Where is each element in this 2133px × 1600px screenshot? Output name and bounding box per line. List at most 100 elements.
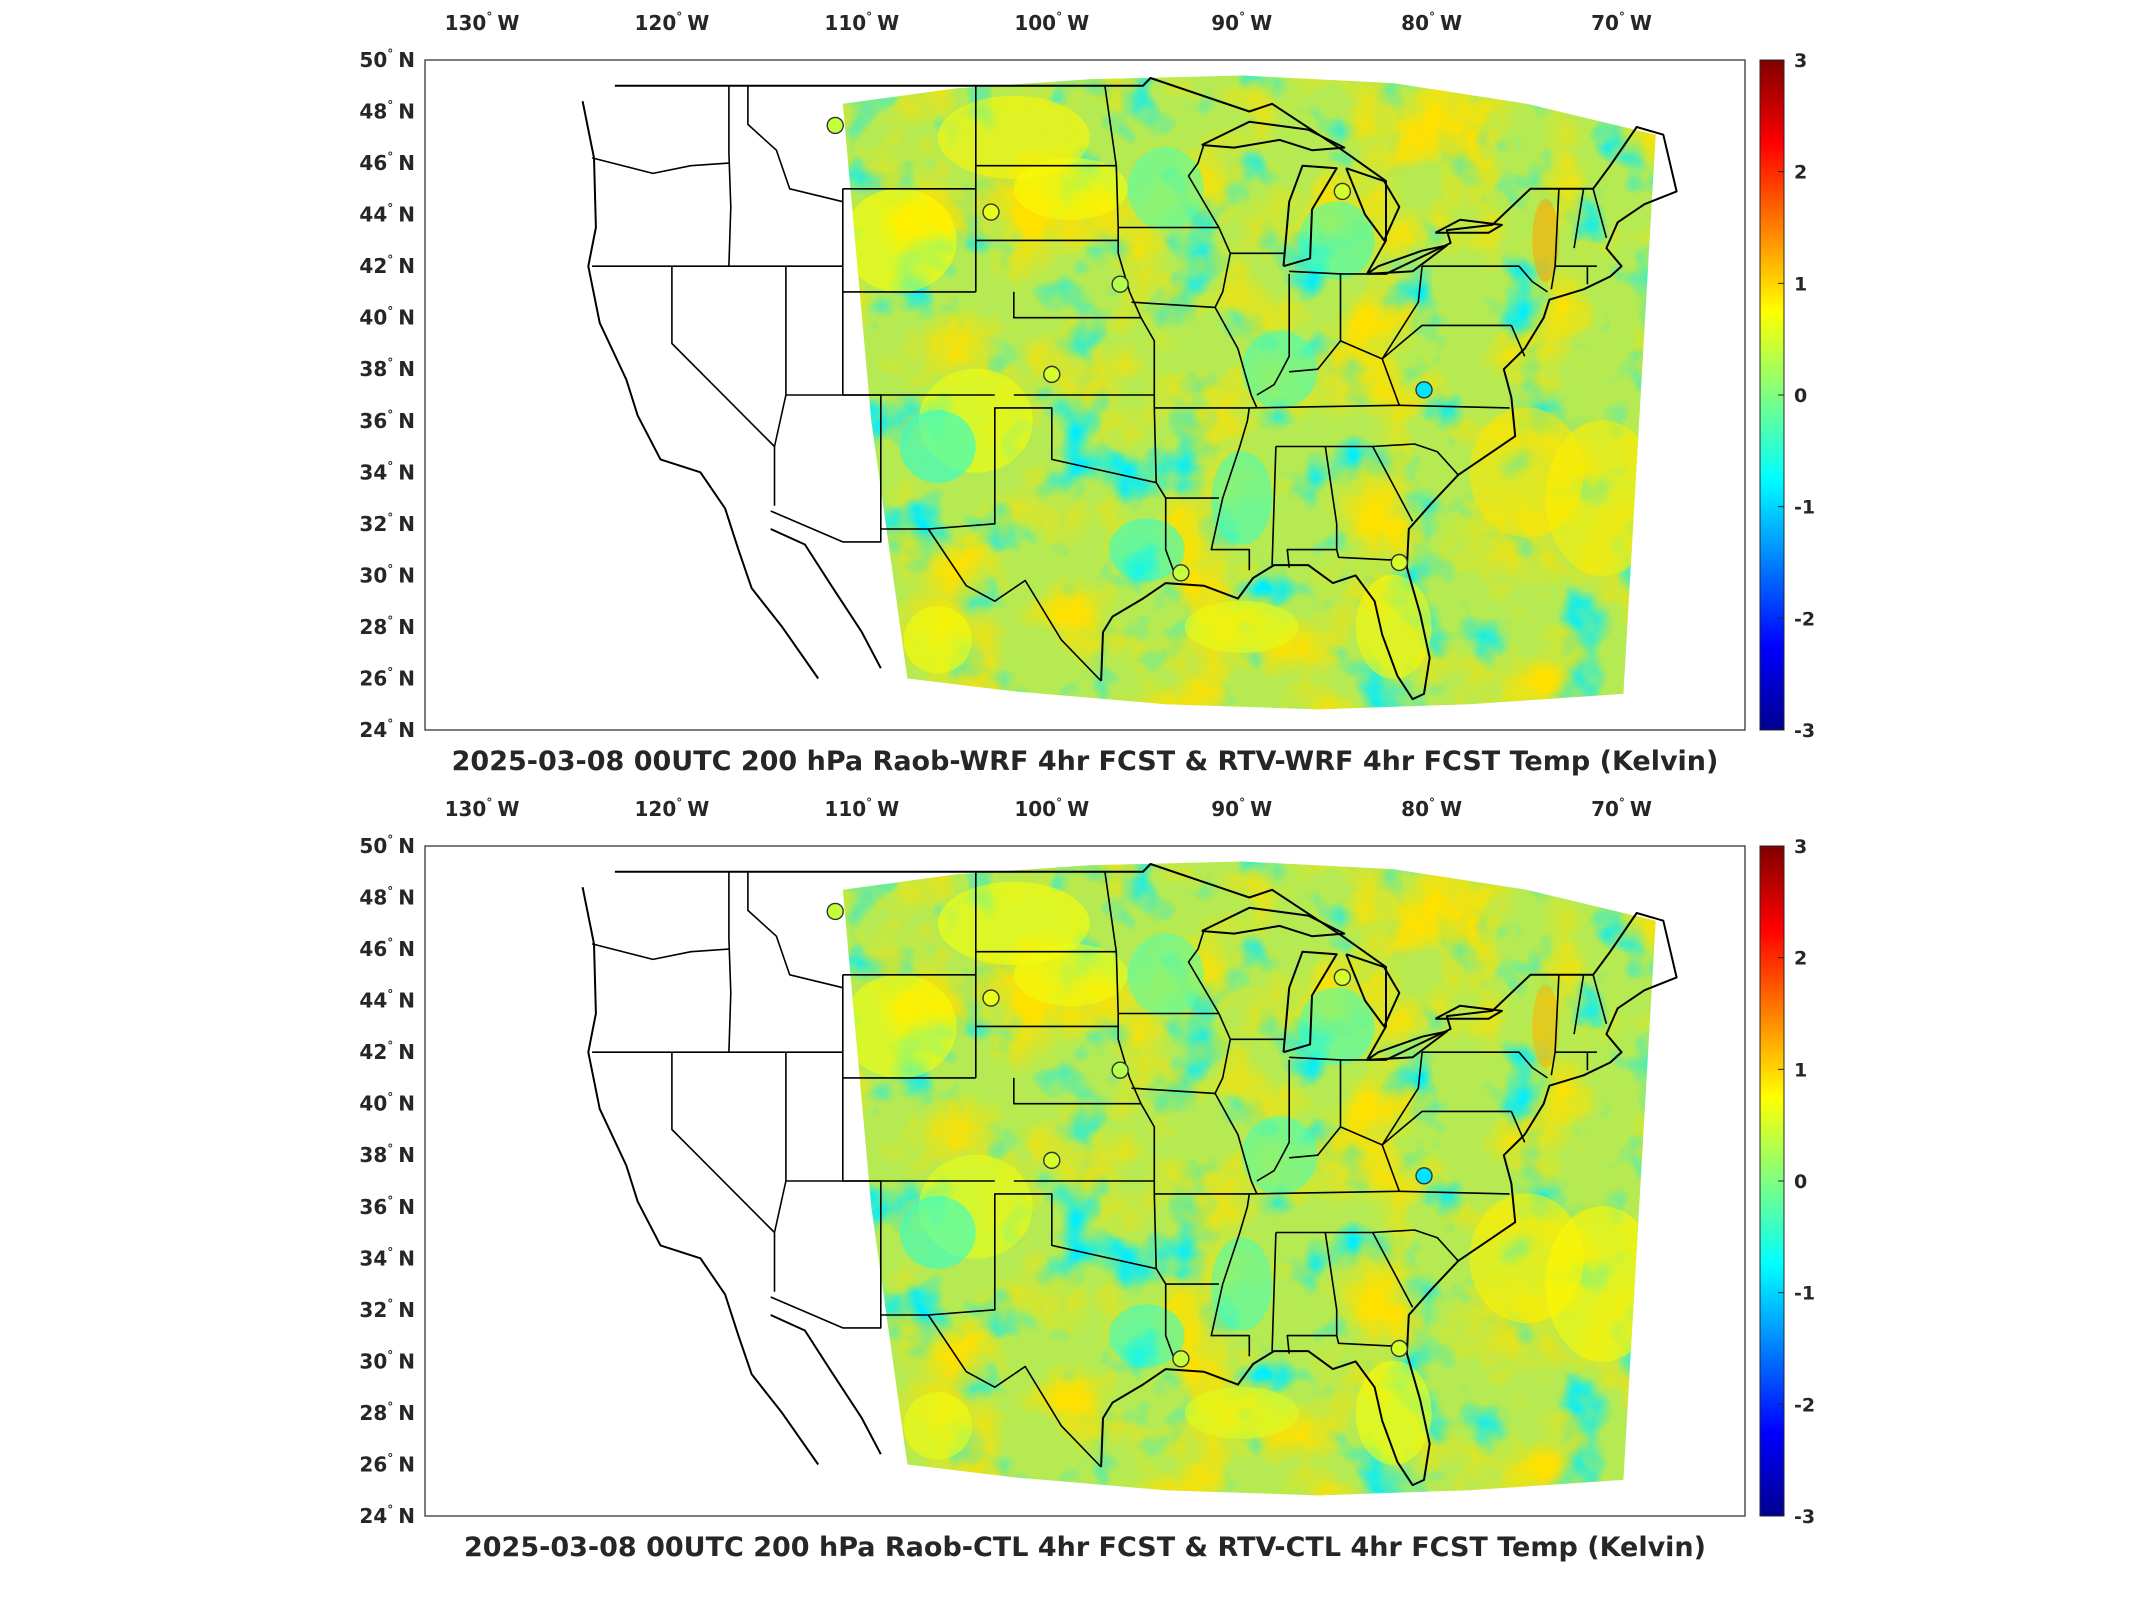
great-lake-outline (1434, 218, 1503, 234)
field-feature (1545, 420, 1656, 577)
lat-tick-label: 24° N (359, 717, 415, 742)
state-boundary (1187, 930, 1220, 1014)
state-boundary (591, 157, 729, 175)
lon-tick-label: 120° W (635, 10, 710, 35)
state-boundary (1510, 1111, 1526, 1143)
colorbar-tick-label: 0 (1794, 385, 1807, 407)
state-boundary (1573, 974, 1585, 1035)
boundaries (581, 77, 1678, 701)
great-lake-outline (1366, 1030, 1448, 1061)
state-boundary (1592, 188, 1608, 239)
raob-station-marker (1390, 553, 1409, 572)
state-boundary (1012, 291, 1141, 319)
field-feature (1298, 987, 1375, 1066)
great-lake-outline (1282, 950, 1338, 1054)
colorbar-tick-label: 3 (1794, 836, 1807, 858)
lon-tick-label: 100° W (1014, 10, 1089, 35)
raob-station-marker (1390, 1339, 1409, 1358)
state-boundary (1554, 974, 1560, 1053)
lon-tick-label: 80° W (1401, 10, 1462, 35)
field-feature (1532, 198, 1559, 282)
east-coast-and-border (614, 77, 1678, 568)
state-boundary (1271, 1232, 1277, 1352)
raob-station-marker (826, 116, 844, 135)
lon-tick-label: 130° W (445, 796, 520, 821)
boundaries (581, 863, 1678, 1487)
field-feature (842, 974, 957, 1079)
gulf-of-california-coast (770, 1314, 882, 1455)
field-feature (1211, 451, 1273, 545)
colorbar-tick-label: -2 (1794, 608, 1815, 630)
lat-tick-label: 50° N (359, 47, 415, 72)
state-boundary (1275, 443, 1459, 476)
map-panel-bottom: 130° W 120° W 110° W 100° W 90° W 80° W 70° W 50° N 48° N… (359, 796, 1815, 1563)
field-feature (903, 606, 973, 674)
lat-tick-label: 48° N (359, 99, 415, 124)
lat-tick-label: 28° N (359, 614, 415, 639)
gulf-coastline (1100, 564, 1431, 701)
state-boundary (1592, 974, 1608, 1025)
raob-station-marker (1333, 968, 1352, 987)
lon-tick-label: 80° W (1401, 796, 1462, 821)
state-boundary (773, 266, 787, 506)
field-feature (842, 188, 957, 293)
colorbar-tick-label: -2 (1794, 1394, 1815, 1416)
lat-tick-label: 40° N (359, 1091, 415, 1116)
state-boundary (728, 85, 732, 267)
state-boundary (770, 394, 882, 543)
state-boundary (1381, 358, 1401, 406)
field-feature (903, 1392, 973, 1460)
state-boundary (927, 1314, 1102, 1468)
great-lake-outline (1345, 167, 1401, 242)
state-boundary (1340, 266, 1423, 360)
colorbar-tick-label: 0 (1794, 1171, 1807, 1193)
field-feature (899, 410, 976, 483)
state-boundary (1422, 265, 1548, 293)
state-boundary (1381, 324, 1512, 360)
state-boundary (1550, 1052, 1556, 1076)
lon-tick-label: 120° W (635, 796, 710, 821)
state-boundary (1550, 266, 1556, 290)
lat-tick-label: 34° N (359, 459, 415, 484)
lat-tick-label: 38° N (359, 1142, 415, 1167)
state-boundary (1510, 325, 1526, 357)
state-boundary (1381, 1144, 1401, 1192)
raob-station-marker (1172, 564, 1190, 582)
raob-station-marker (1111, 275, 1129, 293)
state-boundary (1371, 1232, 1414, 1308)
lat-tick-label: 38° N (359, 356, 415, 381)
raob-station-marker (1172, 1350, 1190, 1368)
raob-station-marker (1111, 1061, 1129, 1079)
field-feature (1184, 600, 1299, 653)
state-boundary (1104, 85, 1156, 408)
colorbar-tick-label: -3 (1794, 720, 1815, 742)
great-lake-outline (1282, 164, 1338, 268)
raob-station-marker (982, 203, 1000, 221)
lon-tick-label: 110° W (824, 796, 899, 821)
field-feature (1013, 943, 1128, 1007)
lat-tick-label: 24° N (359, 1503, 415, 1528)
lat-tick-label: 34° N (359, 1245, 415, 1270)
state-boundary (1554, 188, 1560, 267)
temperature-anomaly-field (842, 75, 1656, 710)
state-boundary (927, 528, 1102, 682)
lat-tick-label: 32° N (359, 511, 415, 536)
panel-title: 2025-03-08 00UTC 200 hPa Raob-CTL 4hr FC… (464, 1532, 1706, 1563)
lon-tick-label: 90° W (1211, 10, 1272, 35)
raob-station-marker (826, 902, 844, 921)
gulf-coastline (1100, 1350, 1431, 1487)
raob-station-marker (1333, 182, 1352, 201)
lat-tick-label: 30° N (359, 562, 415, 587)
west-coastline (581, 887, 820, 1466)
state-boundary (1256, 1059, 1290, 1182)
colorbar-tick-label: -3 (1794, 1506, 1815, 1528)
state-boundary (591, 943, 729, 961)
lat-tick-label: 46° N (359, 150, 415, 175)
field-feature (1532, 984, 1559, 1068)
state-boundary (1154, 1193, 1251, 1357)
gulf-of-california-coast (770, 528, 882, 669)
state-boundary (1131, 301, 1216, 309)
colorbar-tick-label: -1 (1794, 1283, 1815, 1305)
lat-tick-label: 44° N (359, 988, 415, 1013)
